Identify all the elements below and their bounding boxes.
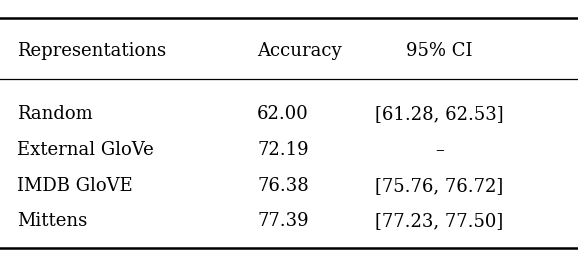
Text: External GloVe: External GloVe [17, 141, 154, 159]
Text: [61.28, 62.53]: [61.28, 62.53] [375, 105, 503, 123]
Text: 77.39: 77.39 [257, 212, 309, 230]
Text: IMDB GloVE: IMDB GloVE [17, 177, 133, 195]
Text: 95% CI: 95% CI [406, 42, 473, 60]
Text: Mittens: Mittens [17, 212, 88, 230]
Text: 72.19: 72.19 [257, 141, 309, 159]
Text: [77.23, 77.50]: [77.23, 77.50] [375, 212, 503, 230]
Text: –: – [435, 141, 444, 159]
Text: Random: Random [17, 105, 93, 123]
Text: Accuracy: Accuracy [257, 42, 342, 60]
Text: 62.00: 62.00 [257, 105, 309, 123]
Text: 76.38: 76.38 [257, 177, 309, 195]
Text: Representations: Representations [17, 42, 166, 60]
Text: [75.76, 76.72]: [75.76, 76.72] [375, 177, 503, 195]
